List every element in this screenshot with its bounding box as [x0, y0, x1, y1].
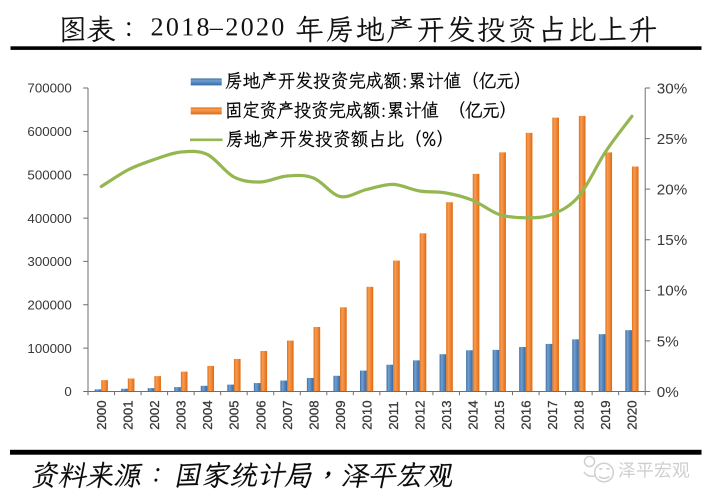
svg-text:2007: 2007: [280, 400, 295, 429]
svg-text:2003: 2003: [174, 400, 189, 429]
svg-text:700000: 700000: [27, 81, 71, 96]
svg-text:2008: 2008: [306, 400, 321, 429]
svg-text:2018: 2018: [572, 400, 587, 429]
svg-text:20%: 20%: [657, 182, 687, 199]
svg-text:2015: 2015: [492, 400, 507, 429]
svg-text:2009: 2009: [333, 400, 348, 429]
svg-text:200000: 200000: [27, 297, 71, 312]
svg-text:5%: 5%: [657, 333, 679, 350]
svg-text:2006: 2006: [253, 400, 268, 429]
svg-text:2011: 2011: [386, 401, 401, 429]
svg-text:2019: 2019: [598, 400, 613, 429]
svg-text:300000: 300000: [27, 254, 71, 269]
svg-text:2016: 2016: [519, 400, 534, 429]
svg-text:2002: 2002: [147, 400, 162, 429]
svg-text:2020: 2020: [625, 400, 640, 429]
svg-text:2017: 2017: [545, 400, 560, 429]
svg-text:15%: 15%: [657, 232, 687, 249]
svg-text:0%: 0%: [657, 384, 679, 401]
svg-text:2010: 2010: [359, 400, 374, 429]
svg-text:30%: 30%: [657, 80, 687, 97]
svg-text:10%: 10%: [657, 283, 687, 300]
svg-text:2005: 2005: [227, 400, 242, 429]
svg-text:2013: 2013: [439, 400, 454, 429]
svg-text:2014: 2014: [466, 400, 481, 429]
svg-text:0: 0: [64, 384, 71, 399]
svg-text:100000: 100000: [27, 341, 71, 356]
svg-text:2004: 2004: [200, 400, 215, 429]
svg-text:400000: 400000: [27, 211, 71, 226]
svg-text:2001: 2001: [121, 400, 136, 429]
svg-text:2012: 2012: [412, 400, 427, 429]
svg-text:600000: 600000: [27, 124, 71, 139]
svg-text:2000: 2000: [94, 400, 109, 429]
svg-text:500000: 500000: [27, 167, 71, 182]
svg-text:25%: 25%: [657, 131, 687, 148]
